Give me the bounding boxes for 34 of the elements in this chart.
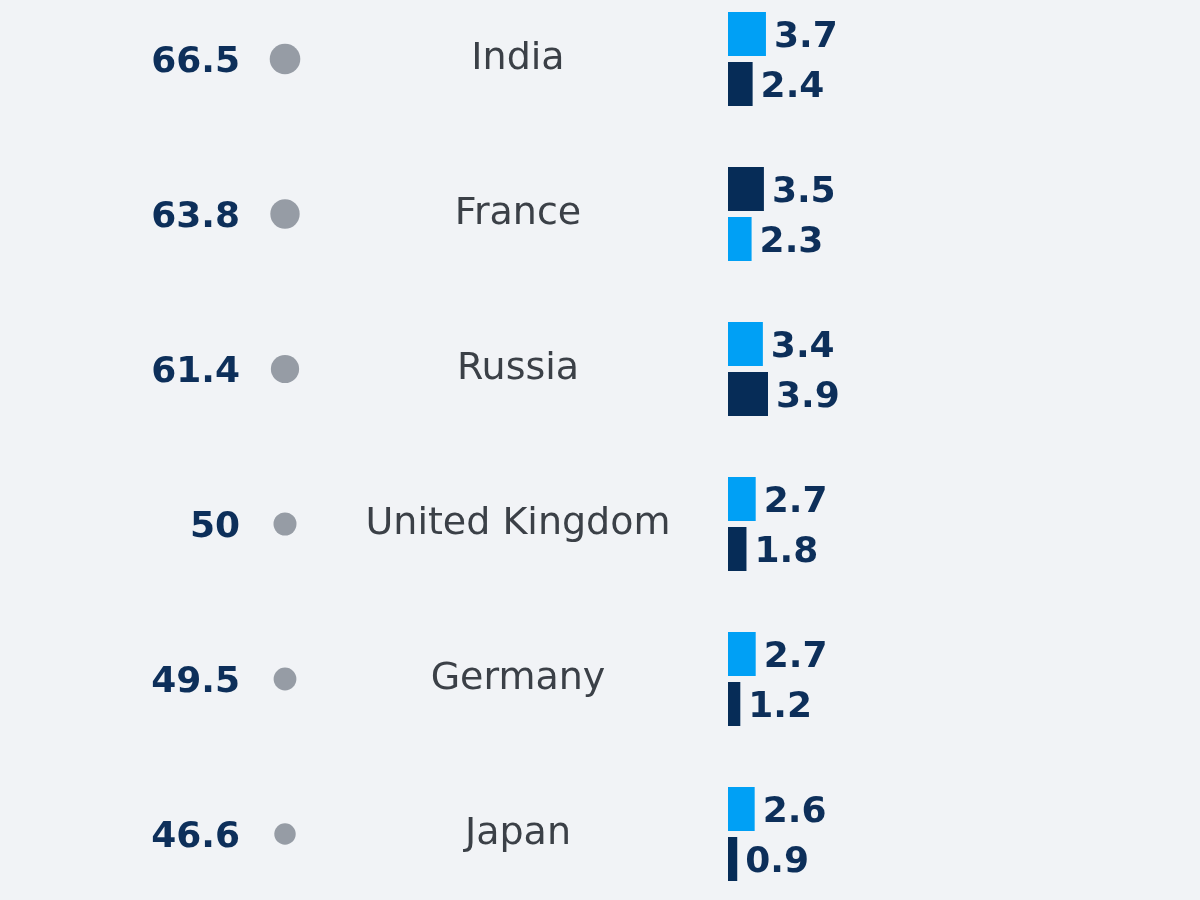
bar xyxy=(728,632,756,676)
data-label: 61.4 xyxy=(151,348,240,390)
y-tick-label: Germany xyxy=(430,654,606,698)
y-tick-label: India xyxy=(471,34,565,78)
data-label: 2.3 xyxy=(759,218,824,260)
y-tick-label: United Kingdom xyxy=(365,499,671,543)
data-label: 2.7 xyxy=(763,478,828,520)
data-label: 50 xyxy=(189,503,240,545)
data-label: 49.5 xyxy=(151,658,240,700)
bar xyxy=(728,682,741,726)
y-tick-label: Russia xyxy=(456,344,580,388)
bar xyxy=(728,62,753,106)
data-label: 2.6 xyxy=(762,788,827,830)
data-label: 3.4 xyxy=(770,323,835,365)
data-label: 3.5 xyxy=(771,168,836,210)
data-label: 1.2 xyxy=(748,683,813,725)
bar xyxy=(728,372,768,416)
data-label: 66.5 xyxy=(151,38,240,80)
data-label: 46.6 xyxy=(151,813,240,855)
data-label: 63.8 xyxy=(151,193,240,235)
bar xyxy=(728,787,755,831)
data-label: 2.4 xyxy=(760,63,825,105)
bar xyxy=(728,322,763,366)
data-label: 1.8 xyxy=(754,528,819,570)
data-label: 3.7 xyxy=(773,13,838,55)
y-tick-label: Japan xyxy=(463,809,571,853)
bar xyxy=(728,477,756,521)
bar xyxy=(728,12,766,56)
data-label: 0.9 xyxy=(745,838,810,880)
bar xyxy=(728,837,738,881)
data-label: 3.9 xyxy=(776,373,840,415)
y-tick-label: France xyxy=(454,189,582,233)
bar xyxy=(728,527,747,571)
data-label: 2.7 xyxy=(763,633,828,675)
